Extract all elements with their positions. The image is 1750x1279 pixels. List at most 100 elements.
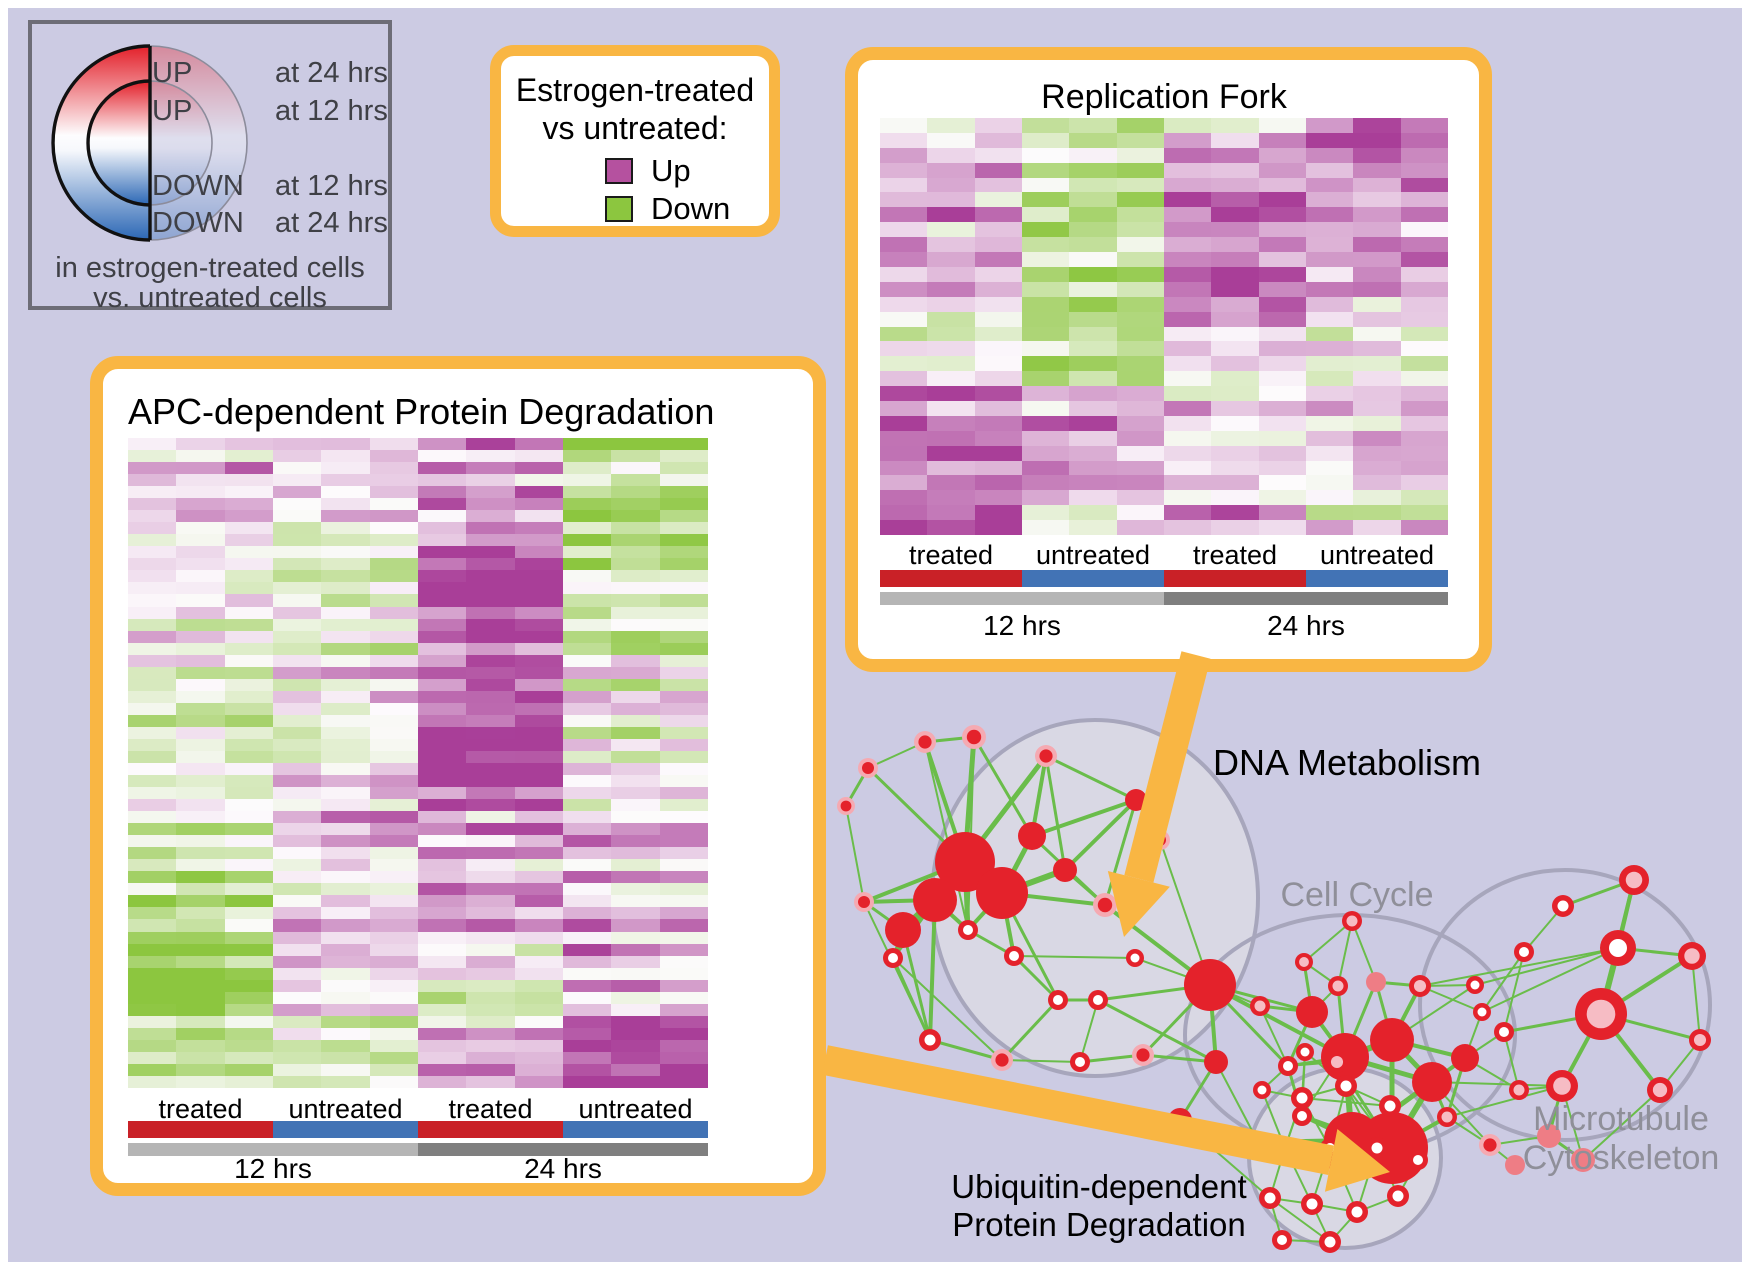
heatmap-cell bbox=[369, 522, 418, 535]
heatmap-cell bbox=[176, 955, 225, 968]
heatmap-cell bbox=[514, 1027, 563, 1040]
heatmap-cell bbox=[611, 570, 660, 583]
heatmap-cell bbox=[176, 859, 225, 872]
heatmap-cell bbox=[562, 546, 612, 559]
heatmap-cell bbox=[417, 775, 467, 788]
heatmap-cell bbox=[611, 907, 660, 920]
heatmap-cell bbox=[514, 979, 563, 992]
heatmap-cell bbox=[514, 883, 563, 896]
heatmap-cell bbox=[562, 750, 612, 763]
heatmap-cell bbox=[562, 943, 612, 956]
heatmap-cell bbox=[369, 919, 418, 932]
heatmap-cell bbox=[1021, 162, 1070, 178]
heatmap-cell bbox=[974, 162, 1022, 178]
heatmap-cell bbox=[128, 474, 177, 487]
heatmap-cell bbox=[417, 991, 467, 1004]
heatmap-cell bbox=[974, 132, 1022, 148]
heatmap-cell bbox=[1021, 371, 1070, 387]
heatmap-cell bbox=[224, 811, 273, 824]
heatmap-cell bbox=[272, 534, 322, 547]
heatmap-cell bbox=[1258, 400, 1306, 416]
heatmap-cell bbox=[1258, 118, 1306, 133]
heatmap-cell bbox=[1400, 177, 1448, 193]
heatmap-cell bbox=[466, 462, 515, 475]
heatmap-cell bbox=[1069, 356, 1117, 372]
heatmap-cell bbox=[514, 726, 563, 739]
heatmap-cell bbox=[1211, 192, 1259, 208]
heatmap-cell bbox=[974, 147, 1022, 163]
heatmap-cell bbox=[1258, 475, 1306, 491]
heatmap-cell bbox=[1069, 326, 1117, 342]
heatmap-cell bbox=[417, 847, 467, 860]
heatmap-cell bbox=[272, 895, 322, 908]
heatmap-cell bbox=[176, 847, 225, 860]
heatmap-cell bbox=[321, 738, 370, 751]
heatmap-cell bbox=[272, 847, 322, 860]
heatmap-cell bbox=[611, 498, 660, 511]
heatmap-cell bbox=[321, 895, 370, 908]
heatmap-cell bbox=[466, 750, 515, 763]
heatmap-cell bbox=[466, 642, 515, 655]
heatmap-cell bbox=[1400, 326, 1448, 342]
heatmap-cell bbox=[321, 522, 370, 535]
heatmap-cell bbox=[611, 1051, 660, 1064]
heatmap-cell bbox=[224, 931, 273, 944]
heatmap-cell bbox=[659, 907, 708, 920]
heatmap-cell bbox=[927, 341, 975, 357]
heatmap-cell bbox=[1353, 490, 1401, 506]
heatmap-cell bbox=[659, 486, 708, 499]
heatmap-cell bbox=[974, 326, 1022, 342]
apc-panel: APC-dependent Protein Degradation treate… bbox=[90, 356, 826, 1196]
heatmap-cell bbox=[1400, 162, 1448, 178]
heatmap-cell bbox=[562, 450, 612, 463]
heatmap-cell bbox=[611, 510, 660, 523]
heatmap-cell bbox=[514, 534, 563, 547]
heatmap-cell bbox=[321, 606, 370, 619]
heatmap-cell bbox=[974, 311, 1022, 327]
heatmap-cell bbox=[369, 486, 418, 499]
heatmap-cell bbox=[128, 618, 177, 631]
heatmap-cell bbox=[321, 618, 370, 631]
heatmap-cell bbox=[974, 460, 1022, 476]
heatmap-cell bbox=[880, 266, 928, 282]
heatmap-cell bbox=[880, 326, 928, 342]
heatmap-cell bbox=[1400, 207, 1448, 223]
heatmap-cell bbox=[369, 943, 418, 956]
heatmap-cell bbox=[1400, 237, 1448, 253]
heatmap-cell bbox=[659, 919, 708, 932]
heatmap-cell bbox=[369, 967, 418, 980]
microtubule-label: Microtubule Cytoskeleton bbox=[1522, 1100, 1720, 1177]
heatmap-cell bbox=[272, 714, 322, 727]
heatmap-cell bbox=[562, 823, 612, 836]
heatmap-cell bbox=[1163, 475, 1212, 491]
heatmap-cell bbox=[417, 558, 467, 571]
heatmap-cell bbox=[562, 690, 612, 703]
heatmap-cell bbox=[417, 871, 467, 884]
estrogen-legend-title-line2: vs untreated: bbox=[542, 110, 728, 146]
heatmap-cell bbox=[176, 799, 225, 812]
heatmap-cell bbox=[417, 750, 467, 763]
heatmap-cell bbox=[128, 919, 177, 932]
heatmap-cell bbox=[1353, 386, 1401, 401]
heatmap-cell bbox=[176, 618, 225, 631]
heatmap-cell bbox=[659, 1015, 708, 1028]
heatmap-cell bbox=[176, 1051, 225, 1064]
heatmap-cell bbox=[321, 991, 370, 1004]
heatmap-cell bbox=[562, 498, 612, 511]
heatmap-cell bbox=[514, 943, 563, 956]
heatmap-cell bbox=[1163, 162, 1212, 178]
heatmap-cell bbox=[369, 654, 418, 667]
heatmap-cell bbox=[1305, 147, 1354, 163]
heatmap-cell bbox=[1116, 252, 1164, 267]
heatmap-cell bbox=[562, 1075, 612, 1088]
heatmap-cell bbox=[1163, 386, 1212, 401]
heatmap-cell bbox=[128, 642, 177, 655]
heatmap-cell bbox=[1400, 281, 1448, 297]
heatmap-cell bbox=[369, 787, 418, 800]
heatmap-cell bbox=[466, 498, 515, 511]
heatmap-cell bbox=[369, 1063, 418, 1076]
heatmap-cell bbox=[927, 118, 975, 133]
heatmap-cell bbox=[224, 438, 273, 451]
heatmap-cell bbox=[659, 702, 708, 715]
heatmap-cell bbox=[1021, 192, 1070, 208]
